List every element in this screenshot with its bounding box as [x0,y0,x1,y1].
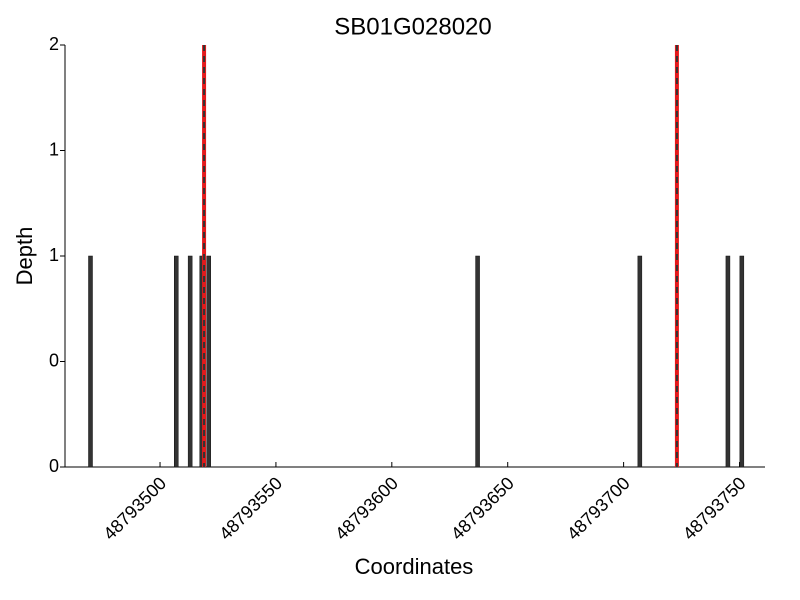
y-tick-label: 1 [49,245,59,265]
chart-title: SB01G028020 [334,13,491,40]
bar [187,255,193,468]
x-tick-label: 48793500 [99,473,170,544]
y-tick-label: 1 [49,139,59,159]
x-tick-label: 48793600 [331,473,402,544]
bar [88,255,93,468]
y-axis-label: Depth [12,227,37,286]
bar [174,255,179,468]
y-tick-label: 0 [49,456,59,476]
x-tick-label: 48793700 [563,473,634,544]
x-tick-label: 48793550 [215,473,286,544]
y-tick-label: 0 [49,350,59,370]
x-tick-label: 48793650 [447,473,518,544]
bar [475,255,480,468]
x-axis-label: Coordinates [355,554,474,579]
bar [206,255,211,468]
y-tick-label: 2 [49,34,59,54]
bar [637,255,643,468]
bar [725,255,731,468]
bar [739,255,745,468]
x-tick-label: 48793750 [679,473,750,544]
